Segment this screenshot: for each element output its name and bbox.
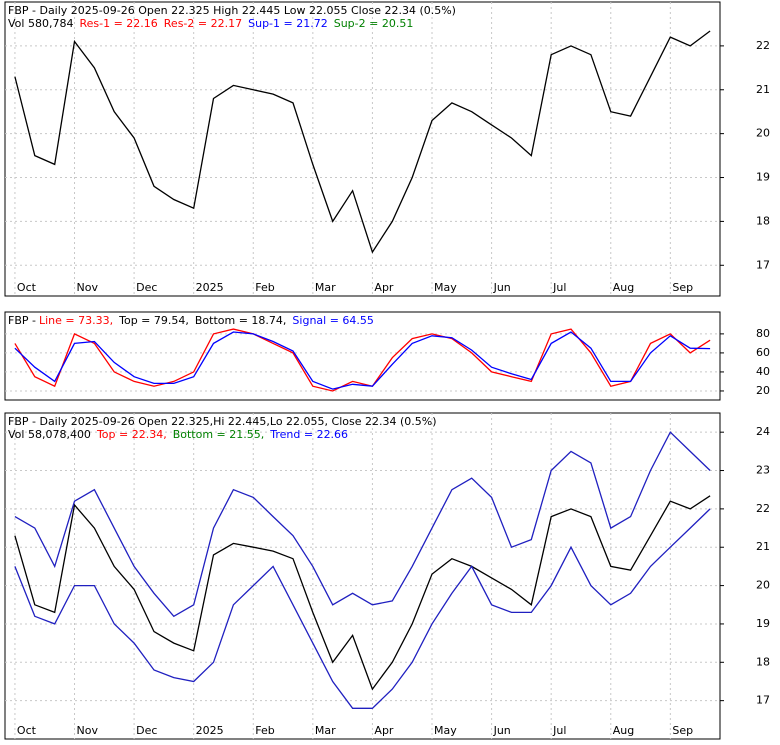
x-tick-label: Aug	[613, 281, 634, 294]
annotation: Sup-2 = 20.51	[334, 17, 414, 30]
x-tick-label: Apr	[374, 281, 394, 294]
y-tick-label: 24	[756, 425, 770, 438]
x-tick-label: May	[434, 724, 457, 737]
x-tick-label: Mar	[315, 281, 336, 294]
annotation: Vol 58,078,400	[8, 428, 91, 441]
x-tick-label: Dec	[136, 281, 157, 294]
y-tick-label: 23	[756, 464, 770, 477]
annotation: Bottom = 18.74,	[195, 314, 287, 327]
panel-frame	[4, 412, 721, 740]
x-tick-label: 2025	[196, 281, 224, 294]
y-tick-label: 80	[756, 327, 770, 340]
x-tick-label: Feb	[255, 724, 274, 737]
panel-title: FBP -	[8, 314, 36, 327]
x-tick-label: Jun	[493, 281, 511, 294]
x-tick-label: Feb	[255, 281, 274, 294]
annotation: Res-1 = 22.16	[79, 17, 157, 30]
y-tick-label: 18	[756, 655, 770, 668]
y-tick-label: 22	[756, 39, 770, 52]
annotation: Line = 73.33,	[39, 314, 113, 327]
annotation: Bottom = 21.55,	[173, 428, 265, 441]
y-tick-label: 20	[756, 384, 770, 397]
annotation: Vol 580,784	[8, 17, 73, 30]
x-tick-label: Sep	[672, 281, 693, 294]
x-tick-label: Nov	[77, 724, 99, 737]
x-tick-label: May	[434, 281, 457, 294]
annotation: Top = 79.54,	[118, 314, 189, 327]
x-tick-label: Apr	[374, 724, 394, 737]
x-tick-label: Dec	[136, 724, 157, 737]
x-tick-label: Mar	[315, 724, 336, 737]
x-tick-label: 2025	[196, 724, 224, 737]
x-tick-label: Oct	[17, 724, 37, 737]
y-tick-label: 20	[756, 579, 770, 592]
series-line	[14, 508, 711, 709]
x-tick-label: Aug	[613, 724, 634, 737]
panel-title: FBP - Daily 2025-09-26 Open 22.325,Hi 22…	[8, 415, 437, 428]
y-tick-label: 19	[756, 617, 770, 630]
annotation: Top = 22.34,	[96, 428, 167, 441]
y-tick-label: 17	[756, 258, 770, 271]
panel-frame	[4, 1, 721, 297]
y-tick-label: 17	[756, 694, 770, 707]
x-tick-label: Sep	[672, 724, 693, 737]
x-tick-label: Jul	[552, 724, 566, 737]
y-tick-label: 21	[756, 540, 770, 553]
series-line	[14, 30, 711, 254]
x-tick-label: Oct	[17, 281, 37, 294]
x-tick-label: Jun	[493, 724, 511, 737]
y-tick-label: 21	[756, 83, 770, 96]
y-tick-label: 20	[756, 127, 770, 140]
annotation: Trend = 22.66	[269, 428, 348, 441]
panel-frame	[4, 311, 721, 401]
y-tick-label: 60	[756, 346, 770, 359]
series-line	[14, 328, 711, 392]
annotation: Res-2 = 22.17	[164, 17, 242, 30]
x-tick-label: Jul	[552, 281, 566, 294]
annotation: Sup-1 = 21.72	[248, 17, 328, 30]
annotation: Signal = 64.55	[292, 314, 374, 327]
y-tick-label: 19	[756, 171, 770, 184]
series-line	[14, 431, 711, 618]
y-tick-label: 40	[756, 365, 770, 378]
series-line	[14, 331, 711, 390]
y-tick-label: 22	[756, 502, 770, 515]
x-tick-label: Nov	[77, 281, 99, 294]
y-tick-label: 18	[756, 214, 770, 227]
panel-title: FBP - Daily 2025-09-26 Open 22.325 High …	[8, 4, 456, 17]
series-line	[14, 495, 711, 691]
